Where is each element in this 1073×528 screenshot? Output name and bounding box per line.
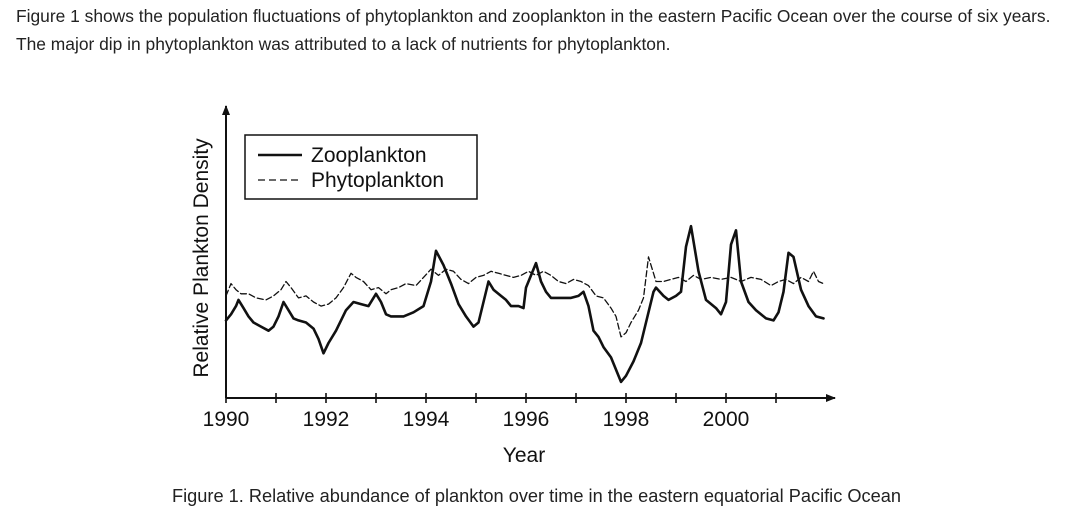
x-tick-label: 1998: [603, 408, 650, 431]
series-line-phytoplankton: [225, 256, 825, 338]
intro-paragraph: Figure 1 shows the population fluctuatio…: [16, 6, 1051, 54]
legend-label-zooplankton: Zooplankton: [311, 144, 427, 167]
legend-box: [244, 134, 478, 200]
figure-caption: Figure 1. Relative abundance of plankton…: [172, 486, 901, 506]
x-tick-label: 1996: [503, 408, 550, 431]
series-line-zooplankton: [224, 224, 825, 384]
chart-axes: 1990 1992 1994 1996 1998 2000: [203, 105, 836, 431]
x-tick-label: 2000: [703, 408, 750, 431]
x-tick-label: 1994: [403, 408, 450, 431]
x-tick-label: 1992: [303, 408, 350, 431]
x-tick-label: 1990: [203, 408, 250, 431]
series-layer: [224, 224, 825, 384]
legend-label-phytoplankton: Phytoplankton: [311, 169, 444, 192]
x-axis-label: Year: [503, 444, 545, 467]
y-axis-label: Relative Plankton Density: [190, 138, 213, 378]
